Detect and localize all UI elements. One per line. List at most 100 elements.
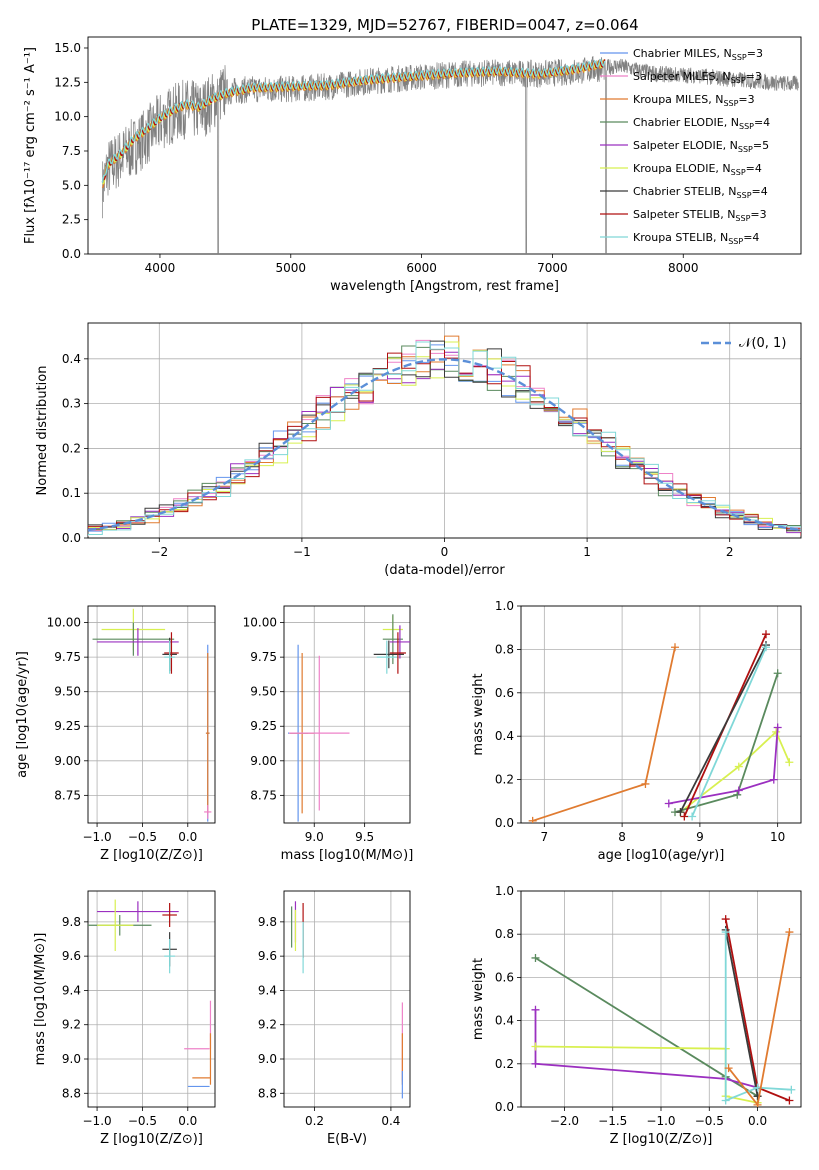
y-tick-label: 8.8 [258,1086,277,1100]
y-tick-label: 10.00 [47,616,81,630]
y-tick-label: 0.2 [495,773,514,787]
x-tick-label: −1.0 [83,1114,112,1128]
y-axis-label: Flux [fλ10⁻¹⁷ erg cm⁻² s⁻¹ A⁻¹] [23,47,38,244]
legend-label: Salpeter MILES, NSSP=3 [633,70,762,85]
legend-label-tail: =4 [754,116,770,129]
y-tick-label: 8.75 [250,788,277,802]
x-tick-label: −0.5 [128,830,157,844]
legend-label: Chabrier MILES, NSSP=3 [633,47,763,62]
mass-weight-series [691,646,767,817]
y-tick-label: 5.0 [62,178,81,192]
legend-label-text: Chabrier STELIB, N [633,185,737,198]
y-tick-label: 0.0 [62,531,81,545]
plot-area [531,915,796,1107]
data-point [688,812,697,821]
legend-label-text: Kroupa MILES, N [633,93,723,106]
legend-label-sub: SSP [731,168,746,177]
y-tick-label: 9.00 [54,754,81,768]
plot-area [101,56,799,254]
y-tick-label: 0.4 [495,1014,514,1028]
y-tick-label: 1.0 [495,884,514,898]
mass-weight-series [727,931,791,1107]
histogram-series [88,341,801,536]
y-tick-label: 0.4 [495,729,514,743]
data-point [531,1042,540,1051]
legend-label-sub: SSP [732,53,747,62]
data-point [787,1085,796,1094]
data-point [773,669,782,678]
x-axis-label: Z [log10(Z/Z⊙)] [610,1132,713,1147]
mass-vs-ebv-panel: 0.2 0.4 8.8 9.0 9.2 9.4 9.6 9.8 E(B-V) [258,890,411,1147]
legend-label-tail: =4 [746,162,762,175]
data-point [769,775,778,784]
axes-frame [87,322,802,539]
axes-frame [520,890,802,1108]
y-tick-label: 0.0 [495,816,514,830]
legend-label-sub: SSP [723,99,738,108]
y-tick-label: 9.8 [258,915,277,929]
y-tick-label: 0.3 [62,397,81,411]
data-point [785,758,794,767]
x-tick-label: −1.5 [598,1114,627,1128]
axes-frame [520,605,802,824]
mass-weight-series [532,647,676,822]
legend-label: Salpeter ELODIE, NSSP=5 [633,139,769,154]
legend-label-text: Salpeter STELIB, N [633,208,735,221]
y-tick-label: 9.6 [62,949,81,963]
y-tick-label: 9.8 [62,915,81,929]
legend-label-sub: SSP [735,214,750,223]
x-axis-label: (data-model)/error [384,563,505,578]
x-tick-label: 8000 [668,261,699,275]
y-axis-label: mass weight [471,958,486,1040]
axes-frame [283,890,411,1108]
x-tick-label: −0.5 [695,1114,724,1128]
mass-weight-series [724,929,759,1097]
x-axis-label: mass [log10(M/M⊙)] [281,848,414,863]
plot-area [528,630,794,823]
model-spectrum [101,59,606,189]
x-tick-label: 2 [726,545,734,559]
legend-label: Salpeter STELIB, NSSP=3 [633,208,767,223]
y-tick-label: 0.2 [495,1057,514,1071]
legend-label-sub: SSP [738,145,753,154]
data-point [721,915,730,924]
data-point [531,1005,540,1014]
data-point [724,1064,733,1073]
legend-label-text: Kroupa ELODIE, N [633,162,731,175]
mass-weight-series [724,932,792,1102]
data-point [753,1092,762,1101]
legend-label: Kroupa MILES, NSSP=3 [633,93,755,108]
legend-label: 𝒩(0, 1) [739,336,786,351]
legend-label: Kroupa ELODIE, NSSP=4 [633,162,762,177]
y-tick-label: 0.8 [495,642,514,656]
axes-frame [87,605,216,824]
data-point [785,928,794,937]
data-point [734,762,743,771]
y-tick-label: 9.0 [258,1052,277,1066]
legend-label-tail: =3 [747,47,763,60]
y-tick-label: 9.75 [54,650,81,664]
y-tick-label: 9.50 [250,685,277,699]
x-tick-label: 0 [441,545,449,559]
legend-label: Kroupa STELIB, NSSP=4 [633,231,759,246]
x-tick-label: −1 [293,545,311,559]
plot-area [88,335,801,537]
y-tick-label: 0.0 [62,247,81,261]
y-tick-label: 8.8 [62,1086,81,1100]
data-point [671,643,679,652]
y-tick-label: 7.5 [62,144,81,158]
y-tick-label: 9.75 [250,650,277,664]
legend-label-tail: =5 [753,139,769,152]
axes-frame [87,890,216,1108]
y-tick-label: 9.25 [250,719,277,733]
y-tick-label: 9.4 [258,983,277,997]
plot-area [92,608,212,822]
y-tick-label: 0.4 [62,352,81,366]
data-point [772,727,781,736]
legend-label-text: Chabrier ELODIE, N [633,116,739,129]
data-point [528,816,537,823]
plot-area [88,899,212,1088]
mass-vs-metallicity-panel: −1.0 −0.5 0.0 8.8 9.0 9.2 9.4 9.6 9.8 Z [log10(Z/… [33,890,216,1147]
y-tick-label: 0.1 [62,486,81,500]
x-axis-label: Z [log10(Z/Z⊙)] [100,848,203,863]
